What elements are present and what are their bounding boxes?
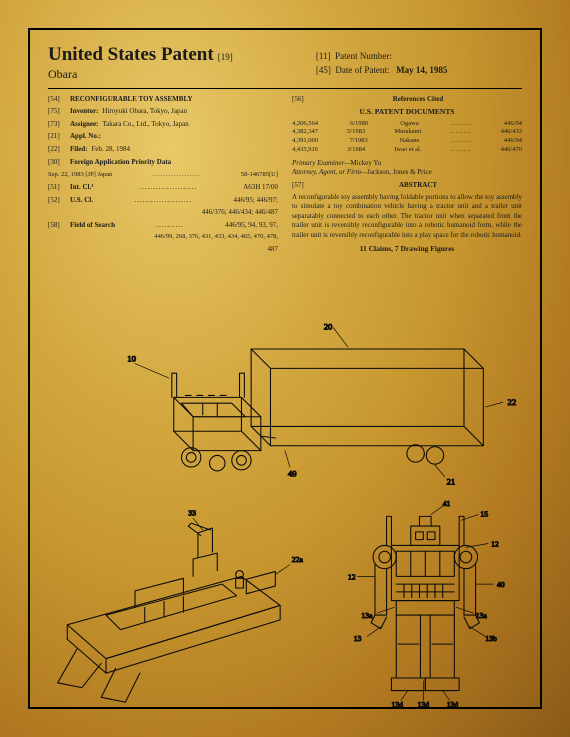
label-49: 49 bbox=[288, 469, 297, 479]
figure-truck bbox=[135, 328, 503, 477]
code-19: [19] bbox=[218, 52, 233, 62]
label-13: 13 bbox=[354, 634, 362, 643]
field-22-value: Feb. 28, 1984 bbox=[88, 145, 279, 154]
date-of-patent-value: May 14, 1985 bbox=[396, 65, 447, 75]
patent-figures: 10 20 22 21 49 bbox=[30, 320, 540, 707]
label-22: 22 bbox=[508, 397, 517, 407]
label-12r: 12 bbox=[491, 539, 499, 548]
field-56-num: [56] bbox=[292, 95, 314, 104]
field-58c-value: 487 bbox=[48, 245, 278, 254]
field-58b-value: 446/99, 268, 376, 431, 433, 434, 465, 47… bbox=[48, 233, 278, 242]
label-33: 33 bbox=[188, 508, 196, 517]
abstract-text: A reconfigurable toy assembly having fol… bbox=[292, 193, 522, 240]
field-73-value: Takara Co., Ltd., Tokyo, Japan bbox=[98, 120, 278, 129]
label-13b: 13b bbox=[485, 634, 497, 643]
label-13a-r: 13a bbox=[476, 611, 488, 620]
field-75-value: Hiroyuki Obara, Tokyo, Japan bbox=[98, 107, 278, 116]
field-75-label: Inventor: bbox=[70, 107, 98, 116]
field-54-num: [54] bbox=[48, 95, 70, 104]
field-73-label: Assignee: bbox=[70, 120, 98, 129]
field-52b-value: 446/376; 446/434; 446/487 bbox=[48, 208, 278, 217]
field-54-label: RECONFIGURABLE TOY ASSEMBLY bbox=[70, 95, 193, 104]
field-57-label: ABSTRACT bbox=[314, 181, 522, 190]
field-73-num: [73] bbox=[48, 120, 70, 129]
field-58-value: 446/95, 94, 93, 97, bbox=[225, 221, 278, 230]
field-52-value: 446/95; 446/97; bbox=[233, 196, 278, 205]
label-13a-l: 13a bbox=[361, 611, 373, 620]
field-22-label: Filed: bbox=[70, 145, 88, 154]
field-51-value: A63H 17/00 bbox=[243, 183, 278, 192]
references-list: 4,206,5646/1980Ogawa........446/944,382,… bbox=[292, 120, 522, 155]
label-15: 15 bbox=[480, 509, 488, 518]
field-51-num: [51] bbox=[48, 183, 70, 192]
field-30-date: Sep. 22, 1983 [JP] Japan bbox=[48, 171, 112, 180]
label-21: 21 bbox=[447, 476, 456, 486]
field-56-label: References Cited bbox=[314, 95, 522, 104]
field-21-label: Appl. No.: bbox=[70, 132, 101, 141]
reference-row: 4,435,9163/1984Iwao et al.........446/47… bbox=[292, 146, 522, 155]
dots: ..................... bbox=[93, 196, 234, 205]
field-30-label: Foreign Application Priority Data bbox=[70, 158, 171, 167]
label-40: 40 bbox=[497, 580, 505, 589]
firm-label: Attorney, Agent, or Firm— bbox=[292, 168, 367, 176]
reference-row: 4,382,3475/1983Murakami........446/433 bbox=[292, 128, 522, 137]
field-58-num: [58] bbox=[48, 221, 70, 230]
dots: .......... bbox=[115, 221, 225, 230]
field-52-num: [52] bbox=[48, 196, 70, 205]
reference-row: 4,206,5646/1980Ogawa........446/94 bbox=[292, 120, 522, 129]
firm-value: Jackson, Jones & Price bbox=[367, 168, 432, 176]
label-13d-m: 13d bbox=[418, 700, 430, 707]
field-75-num: [75] bbox=[48, 107, 70, 116]
field-52-label: U.S. Cl. bbox=[70, 196, 93, 205]
field-22-num: [22] bbox=[48, 145, 70, 154]
patent-number-label: Patent Number: bbox=[335, 51, 392, 61]
field-21-num: [21] bbox=[48, 132, 70, 141]
field-58-label: Field of Search bbox=[70, 221, 115, 230]
label-41: 41 bbox=[443, 499, 451, 508]
field-30-num: [30] bbox=[48, 158, 70, 167]
examiner-value: Mickey Yu bbox=[351, 159, 382, 167]
date-of-patent-label: Date of Patent: bbox=[335, 65, 389, 75]
label-13d-l: 13d bbox=[391, 700, 403, 707]
figure-base bbox=[58, 518, 290, 702]
label-10: 10 bbox=[127, 354, 136, 364]
label-20: 20 bbox=[324, 322, 333, 332]
field-57-num: [57] bbox=[292, 181, 314, 190]
claims-text: 11 Claims, 7 Drawing Figures bbox=[292, 244, 522, 254]
right-column: [56]References Cited U.S. PATENT DOCUMEN… bbox=[292, 95, 522, 257]
uspd-heading: U.S. PATENT DOCUMENTS bbox=[292, 107, 522, 117]
label-22a: 22a bbox=[292, 555, 304, 564]
reference-row: 4,391,0607/1983Nakane........446/94 bbox=[292, 137, 522, 146]
code-11: [11] bbox=[316, 51, 331, 61]
inventor-surname: Obara bbox=[48, 67, 316, 82]
dots: .................. bbox=[112, 171, 241, 180]
label-12l: 12 bbox=[348, 572, 356, 581]
figure-robot bbox=[358, 505, 493, 700]
field-51-label: Int. Cl.³ bbox=[70, 183, 93, 192]
code-45: [45] bbox=[316, 65, 331, 75]
dots: ..................... bbox=[93, 183, 243, 192]
left-column: [54]RECONFIGURABLE TOY ASSEMBLY [75]Inve… bbox=[48, 95, 278, 257]
examiner-label: Primary Examiner— bbox=[292, 159, 351, 167]
patent-title: United States Patent bbox=[48, 44, 214, 65]
field-30-value: 58-146785[U] bbox=[241, 171, 278, 180]
label-13d-r: 13d bbox=[447, 700, 459, 707]
